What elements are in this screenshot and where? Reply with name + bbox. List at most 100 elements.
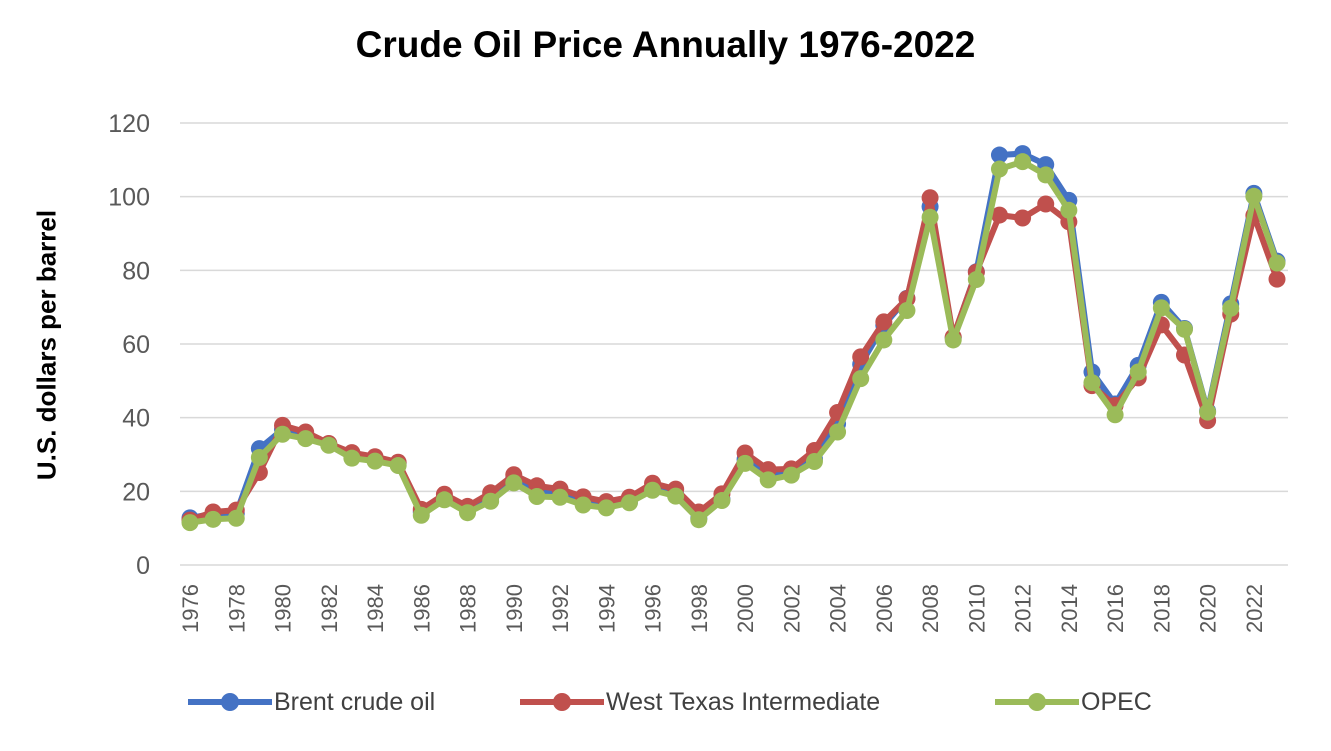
x-tick-label: 1986 [409,584,434,633]
legend-swatch-marker [221,693,239,711]
data-point [990,146,1008,164]
y-tick-label: 20 [122,478,150,506]
data-point [204,510,222,528]
data-point [990,206,1008,224]
data-point [1037,195,1055,213]
legend-swatch-marker [553,693,571,711]
legend-label: OPEC [1081,687,1152,716]
x-tick-label: 1990 [502,584,527,633]
data-point [690,511,708,529]
data-point [944,331,962,349]
x-tick-label: 1978 [224,584,249,633]
x-tick-label: 2010 [964,584,989,633]
y-tick-label: 0 [136,552,150,580]
data-point [898,301,916,319]
data-point [1222,299,1240,317]
data-point [875,331,893,349]
x-tick-label: 2006 [872,584,897,633]
x-tick-label: 2008 [918,584,943,633]
x-tick-label: 1984 [363,584,388,633]
data-point [227,509,245,527]
legend-swatch-marker [1028,693,1046,711]
y-tick-label: 40 [122,405,150,433]
x-tick-label: 1980 [271,584,296,633]
data-point [389,457,407,475]
x-tick-label: 2020 [1196,584,1221,633]
data-point [875,313,893,331]
data-point [551,488,569,506]
y-tick-label: 80 [122,257,150,285]
x-tick-label: 1976 [178,584,203,633]
data-point [297,430,315,448]
data-point [736,454,754,472]
data-point [1268,270,1286,288]
data-point [713,492,731,510]
data-point [967,271,985,289]
data-point [852,370,870,388]
legend-item: West Texas Intermediate [520,684,880,720]
data-point [1060,201,1078,219]
data-point [435,491,453,509]
x-tick-label: 1998 [687,584,712,633]
x-tick-label: 2012 [1011,584,1036,633]
data-point [1175,320,1193,338]
data-point [412,506,430,524]
x-tick-label: 2016 [1103,584,1128,633]
data-point [1129,363,1147,381]
legend-item: Brent crude oil [188,684,435,720]
x-tick-label: 1996 [641,584,666,633]
data-point [805,452,823,470]
data-point [921,208,939,226]
data-point [644,481,662,499]
data-point [1245,187,1263,205]
data-point [482,492,500,510]
x-tick-label: 1988 [456,584,481,633]
data-point [1014,153,1032,171]
x-tick-label: 1992 [548,584,573,633]
data-point [782,466,800,484]
data-point [574,496,592,514]
x-tick-label: 2018 [1149,584,1174,633]
x-tick-label: 2004 [826,584,851,633]
y-tick-label: 100 [108,184,150,212]
data-point [990,160,1008,178]
legend-swatch [188,693,272,711]
data-point [1083,374,1101,392]
y-tick-label: 60 [122,331,150,359]
data-point [366,452,384,470]
legend: Brent crude oil West Texas Intermediate OP… [0,684,1331,720]
x-tick-label: 2014 [1057,584,1082,633]
legend-swatch [520,693,604,711]
legend-label: Brent crude oil [274,687,436,716]
data-point [667,487,685,505]
x-tick-label: 2002 [779,584,804,633]
data-point [528,487,546,505]
x-tick-label: 1982 [317,584,342,633]
data-point [274,425,292,443]
data-point [1106,406,1124,424]
data-point [597,499,615,517]
data-point [829,423,847,441]
data-point [852,348,870,366]
x-tick-label: 2022 [1242,584,1267,633]
data-point [921,189,939,207]
chart-title: Crude Oil Price Annually 1976-2022 [355,24,976,65]
data-point [505,474,523,492]
data-point [181,514,199,532]
data-point [343,449,361,467]
data-point [759,471,777,489]
data-point [1037,166,1055,184]
data-point [1152,299,1170,317]
data-point [620,494,638,512]
series-line-2 [189,194,1280,523]
x-tick-label: 2000 [733,584,758,633]
data-point [1014,209,1032,227]
legend-item: OPEC [995,684,1152,720]
data-point [250,448,268,466]
data-point [1199,403,1217,421]
legend-label: West Texas Intermediate [606,687,881,716]
legend-swatch [995,693,1079,711]
data-point [320,436,338,454]
